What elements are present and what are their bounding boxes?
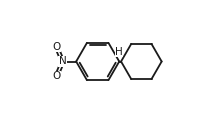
Text: H: H xyxy=(115,47,123,57)
Text: N: N xyxy=(59,56,66,67)
Text: O: O xyxy=(52,42,61,52)
Text: O: O xyxy=(52,71,61,81)
